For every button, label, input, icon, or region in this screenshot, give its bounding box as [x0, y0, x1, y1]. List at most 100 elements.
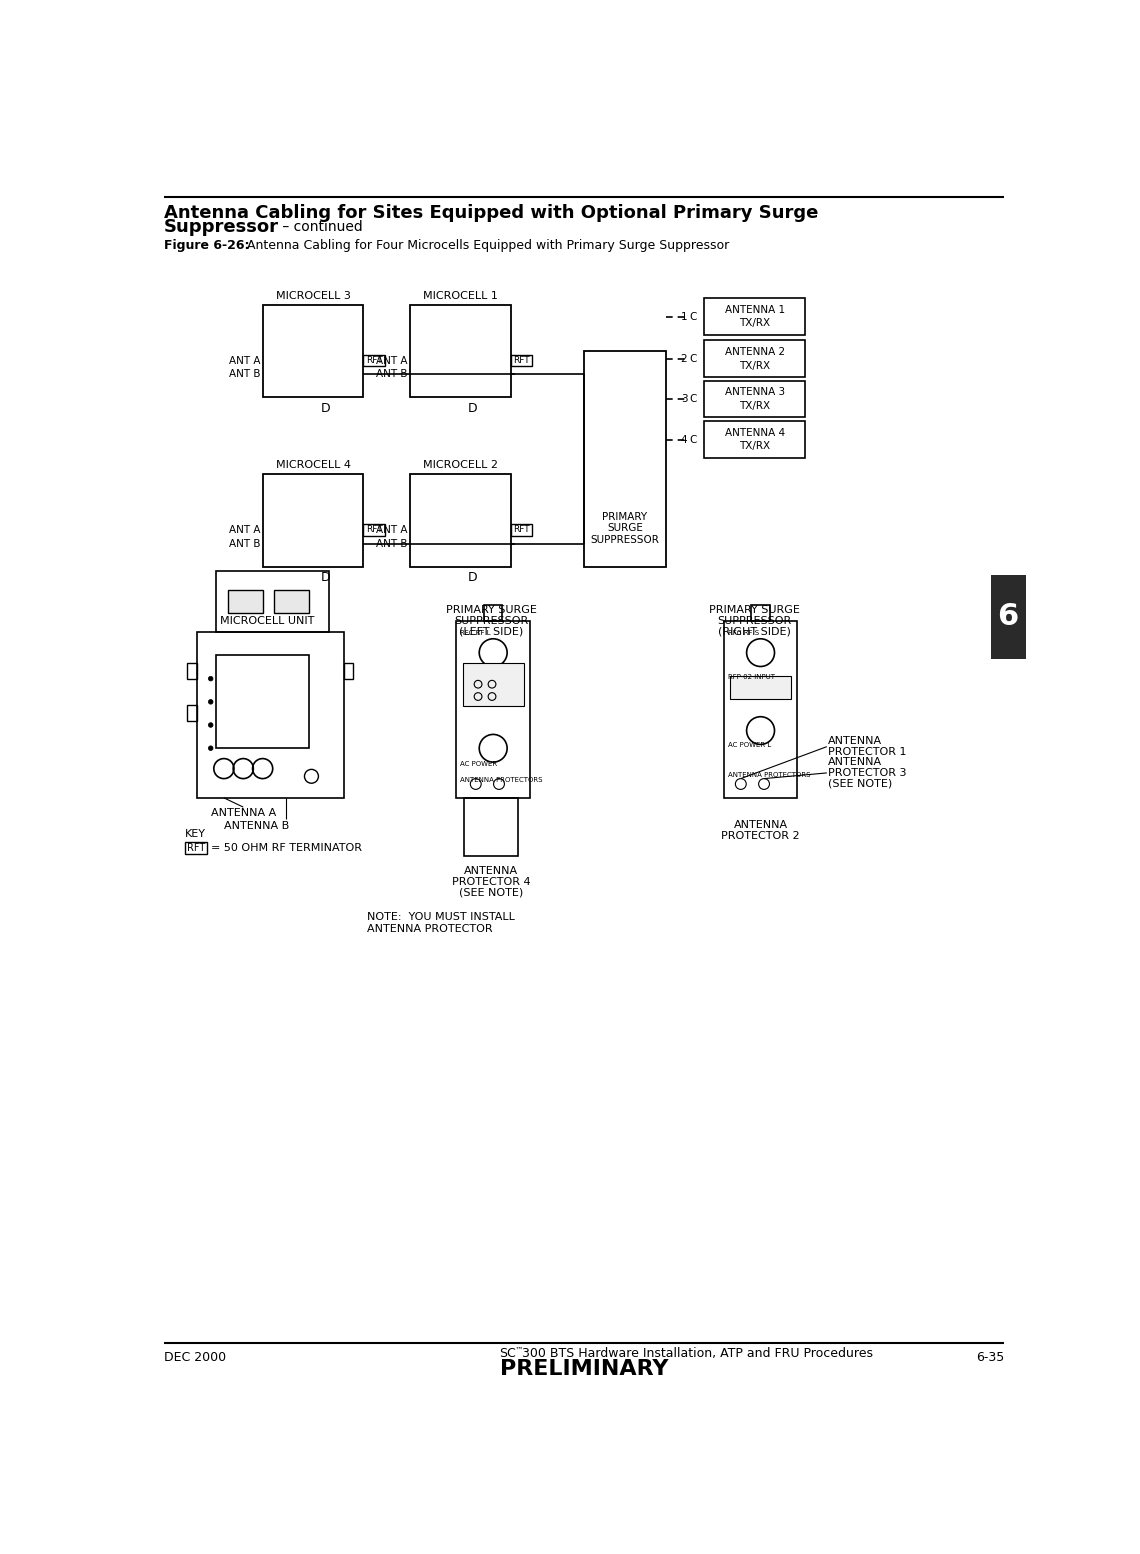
Bar [187, 706, 197, 721]
Text: PROTECTOR 3: PROTECTOR 3 [829, 768, 907, 779]
Text: PROTECTOR 1: PROTECTOR 1 [829, 747, 907, 757]
Text: ANT B: ANT B [229, 539, 260, 549]
Text: ANT A: ANT A [376, 356, 408, 365]
Bar [483, 606, 503, 620]
Bar [262, 305, 364, 398]
Text: RFT: RFT [366, 356, 383, 365]
Text: 1: 1 [681, 312, 687, 322]
Bar [991, 575, 1026, 659]
Text: 4: 4 [681, 435, 687, 444]
Bar [217, 656, 309, 747]
Bar [730, 676, 791, 699]
Bar [364, 354, 385, 367]
Text: Figure 6-26:: Figure 6-26: [164, 238, 250, 252]
Bar [705, 381, 805, 418]
Text: PROTECTOR 2: PROTECTOR 2 [722, 830, 800, 841]
Bar [410, 305, 511, 398]
Text: ™: ™ [514, 1346, 523, 1355]
Bar [724, 620, 797, 797]
Bar [197, 632, 344, 797]
Text: PRIMARY: PRIMARY [602, 511, 648, 522]
Text: 6-35: 6-35 [976, 1350, 1004, 1364]
Text: ANT A: ANT A [229, 525, 260, 535]
Text: MICROCELL UNIT: MICROCELL UNIT [220, 615, 315, 626]
Circle shape [209, 723, 213, 727]
Text: PRIMARY SURGE: PRIMARY SURGE [709, 605, 800, 615]
Bar [187, 664, 197, 679]
Text: KEY: KEY [185, 828, 206, 839]
Bar [262, 474, 364, 567]
Text: ANTENNA 3
TX/RX: ANTENNA 3 TX/RX [725, 387, 784, 410]
Text: SUPPRESSOR: SUPPRESSOR [591, 535, 659, 545]
Bar [275, 591, 309, 614]
Bar [584, 351, 666, 567]
Text: (RIGHT SIDE): (RIGHT SIDE) [718, 626, 791, 637]
Bar [751, 606, 770, 620]
Bar [464, 797, 519, 856]
Text: ANT A: ANT A [229, 356, 260, 365]
Text: ANTENNA: ANTENNA [733, 821, 788, 830]
Text: 6: 6 [998, 603, 1019, 631]
Text: ANTENNA B: ANTENNA B [225, 821, 290, 830]
Text: 300 BTS Hardware Installation, ATP and FRU Procedures: 300 BTS Hardware Installation, ATP and F… [518, 1347, 872, 1360]
Text: RFT: RFT [513, 356, 530, 365]
Text: ANTENNA 2
TX/RX: ANTENNA 2 TX/RX [725, 348, 784, 370]
Text: C: C [690, 354, 697, 364]
Text: ANTENNA 4
TX/RX: ANTENNA 4 TX/RX [725, 429, 784, 451]
Text: ANTENNA 1
TX/RX: ANTENNA 1 TX/RX [725, 305, 784, 328]
Text: MICROCELL 3: MICROCELL 3 [276, 291, 350, 301]
Text: ANTENNA: ANTENNA [464, 866, 519, 876]
Bar [185, 842, 206, 855]
Text: D: D [320, 402, 329, 415]
Text: RFT: RFT [366, 525, 383, 535]
Text: MICROCELL 4: MICROCELL 4 [276, 460, 350, 471]
Text: ANT A: ANT A [376, 525, 408, 535]
Text: MICROCELL 2: MICROCELL 2 [423, 460, 498, 471]
Circle shape [209, 746, 213, 751]
Text: ANTENNA PROTECTORS: ANTENNA PROTECTORS [461, 777, 543, 783]
Bar [410, 474, 511, 567]
Bar [344, 664, 353, 679]
Text: RFC RF S: RFC RF S [727, 631, 759, 636]
Text: AC POWER L: AC POWER L [727, 741, 771, 747]
Text: SURGE: SURGE [606, 524, 643, 533]
Text: ANT B: ANT B [376, 539, 408, 549]
Bar [456, 620, 530, 797]
Circle shape [209, 676, 213, 681]
Text: ANTENNA: ANTENNA [829, 737, 882, 746]
Text: (LEFT SIDE): (LEFT SIDE) [459, 626, 523, 637]
Text: 3: 3 [681, 395, 687, 404]
Bar [511, 354, 532, 367]
Text: PROTECTOR 4: PROTECTOR 4 [451, 876, 530, 887]
Text: SUPPRESSOR: SUPPRESSOR [454, 615, 528, 626]
Text: PRIMARY SURGE: PRIMARY SURGE [446, 605, 537, 615]
Text: (SEE NOTE): (SEE NOTE) [459, 887, 523, 898]
Text: ANTENNA PROTECTORS: ANTENNA PROTECTORS [727, 772, 811, 779]
Text: RFC RF L: RFC RF L [461, 631, 491, 636]
Text: C: C [690, 312, 697, 322]
Text: SUPPRESSOR: SUPPRESSOR [717, 615, 792, 626]
Text: ANTENNA PROTECTOR: ANTENNA PROTECTOR [367, 923, 492, 934]
Text: Suppressor: Suppressor [164, 218, 279, 236]
Bar [217, 570, 328, 632]
Bar [228, 591, 262, 614]
Bar [463, 664, 523, 706]
Text: 2: 2 [681, 354, 687, 364]
Text: D: D [467, 402, 478, 415]
Text: C: C [690, 395, 697, 404]
Text: D: D [320, 572, 329, 584]
Bar [705, 340, 805, 378]
Text: (SEE NOTE): (SEE NOTE) [829, 779, 893, 789]
Text: Antenna Cabling for Sites Equipped with Optional Primary Surge: Antenna Cabling for Sites Equipped with … [164, 204, 819, 222]
Text: RFP 02 INPUT: RFP 02 INPUT [727, 674, 774, 681]
Text: RFT: RFT [513, 525, 530, 535]
Bar [364, 524, 385, 536]
Text: PRELIMINARY: PRELIMINARY [500, 1360, 668, 1380]
Text: D: D [467, 572, 478, 584]
Text: Antenna Cabling for Four Microcells Equipped with Primary Surge Suppressor: Antenna Cabling for Four Microcells Equi… [243, 238, 730, 252]
Text: ANT B: ANT B [376, 370, 408, 379]
Text: SC: SC [499, 1347, 515, 1360]
Bar [511, 524, 532, 536]
Text: ANTENNA: ANTENNA [829, 757, 882, 768]
Text: DEC 2000: DEC 2000 [164, 1350, 227, 1364]
